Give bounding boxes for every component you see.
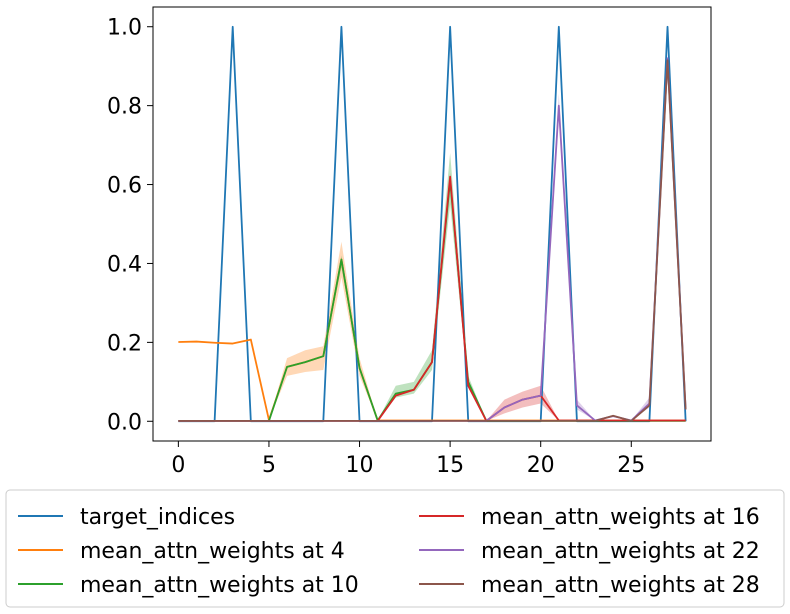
x-axis: 0 5 10 15 20 25 — [171, 441, 645, 478]
x-tick-label: 25 — [617, 453, 645, 478]
legend-label: target_indices — [80, 505, 235, 530]
confidence-bands — [178, 54, 686, 421]
y-tick-label: 0.6 — [107, 174, 142, 199]
band-mean-attn-weights-at-4 — [178, 241, 686, 421]
legend-label: mean_attn_weights at 16 — [481, 505, 760, 530]
x-tick-label: 10 — [346, 453, 374, 478]
series-line-mean-attn-weights-at-28 — [178, 59, 687, 422]
y-tick-label: 0.4 — [107, 252, 142, 277]
band-mean-attn-weights-at-16 — [178, 172, 686, 421]
legend-label: mean_attn_weights at 28 — [481, 573, 760, 598]
series-lines — [178, 25, 687, 423]
series-line-mean-attn-weights-at-10 — [178, 179, 686, 422]
series-line-mean-attn-weights-at-4 — [178, 258, 686, 422]
series-line-mean-attn-weights-at-16 — [178, 175, 686, 422]
band-mean-attn-weights-at-10 — [178, 152, 686, 421]
y-tick-label: 0.0 — [107, 410, 142, 435]
y-axis: 0.0 0.2 0.4 0.6 0.8 1.0 — [107, 16, 153, 435]
x-tick-label: 20 — [527, 453, 555, 478]
legend-label: mean_attn_weights at 4 — [80, 539, 345, 564]
legend: target_indices mean_attn_weights at 4 mean… — [5, 489, 785, 608]
axes-frame — [152, 6, 712, 442]
legend-label: mean_attn_weights at 22 — [481, 539, 760, 564]
y-tick-label: 0.8 — [107, 95, 142, 120]
y-tick-label: 0.2 — [107, 331, 142, 356]
x-tick-label: 15 — [436, 453, 464, 478]
legend-label: mean_attn_weights at 10 — [80, 573, 359, 598]
x-tick-label: 0 — [171, 453, 185, 478]
y-tick-label: 1.0 — [107, 16, 142, 41]
x-tick-label: 5 — [262, 453, 276, 478]
legend-box — [5, 489, 785, 608]
